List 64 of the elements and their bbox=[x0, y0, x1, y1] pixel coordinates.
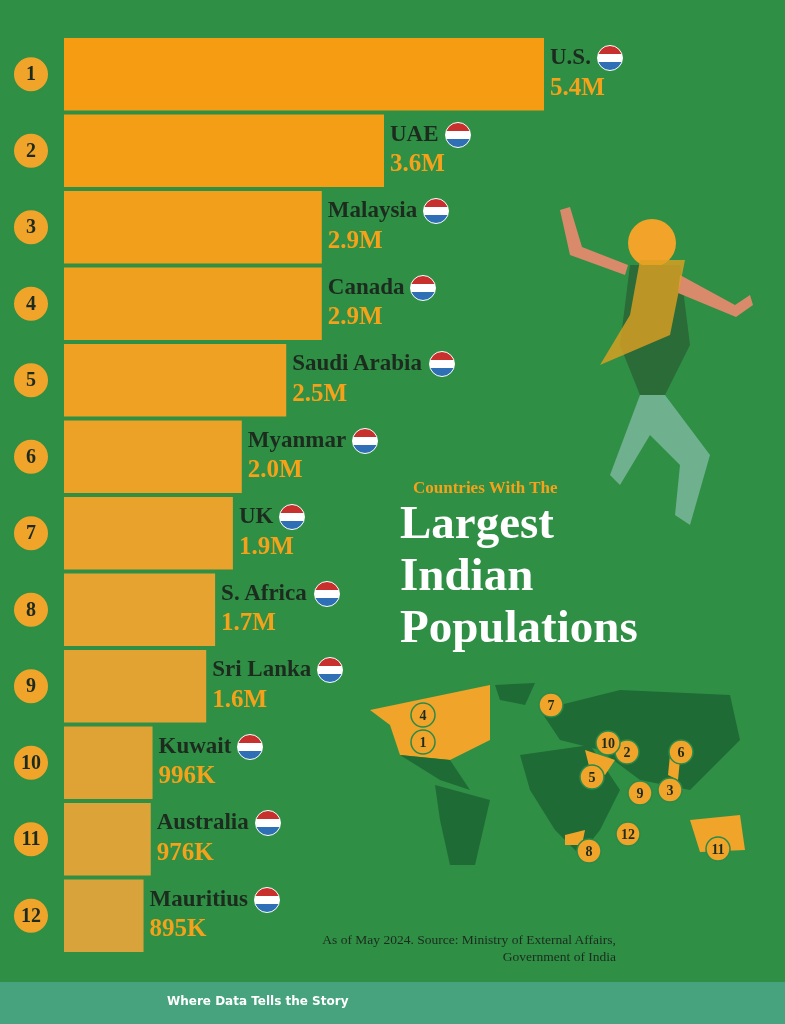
text: 2 bbox=[623, 745, 631, 760]
text: 9 bbox=[636, 786, 644, 801]
bar bbox=[64, 343, 287, 417]
text: 11 bbox=[711, 842, 725, 857]
text: 6 bbox=[677, 745, 685, 760]
text: 5 bbox=[588, 770, 596, 785]
text: 3 bbox=[26, 215, 36, 238]
bar bbox=[64, 190, 322, 264]
text: 7 bbox=[26, 521, 36, 544]
y-tick-label: Saudi Arabia bbox=[292, 350, 423, 376]
bar bbox=[64, 267, 322, 341]
text: 12 bbox=[621, 827, 635, 842]
text: 1 bbox=[26, 62, 36, 85]
bar bbox=[64, 496, 233, 570]
data-label: 895K bbox=[149, 914, 208, 942]
bar bbox=[64, 114, 384, 188]
text: 7 bbox=[547, 698, 555, 713]
data-label: 976K bbox=[156, 837, 215, 865]
y-tick-label: Kuwait bbox=[158, 732, 232, 758]
y-tick-label: Myanmar bbox=[247, 426, 347, 452]
y-tick-label: Malaysia bbox=[327, 197, 418, 223]
bar bbox=[64, 649, 207, 723]
bar bbox=[64, 879, 144, 953]
y-tick-label: Canada bbox=[327, 273, 405, 299]
data-label: 2.9M bbox=[327, 302, 383, 330]
text: 8 bbox=[585, 844, 593, 859]
text: 5 bbox=[26, 368, 36, 391]
data-label: 1.6M bbox=[212, 684, 268, 712]
text: 12 bbox=[21, 903, 41, 926]
text: 10 bbox=[21, 750, 41, 773]
y-tick-label: UAE bbox=[390, 120, 439, 146]
y-tick-label: Mauritius bbox=[149, 885, 248, 911]
data-label: 3.6M bbox=[390, 149, 445, 177]
data-label: 2.9M bbox=[327, 225, 383, 253]
bar bbox=[64, 726, 153, 800]
data-label: 1.9M bbox=[238, 531, 294, 559]
data-label: 996K bbox=[158, 761, 217, 789]
text: 11 bbox=[21, 827, 41, 850]
text: 3 bbox=[666, 783, 674, 798]
y-tick-label: U.S. bbox=[550, 44, 591, 70]
bar bbox=[64, 420, 242, 494]
text: 9 bbox=[26, 674, 36, 697]
text: 2 bbox=[26, 138, 36, 161]
data-label: 5.4M bbox=[550, 72, 605, 100]
data-label: 2.0M bbox=[247, 455, 303, 483]
y-tick-label: S. Africa bbox=[221, 579, 308, 605]
text: 10 bbox=[601, 736, 615, 751]
annotation: As of May 2024. Source: Ministry of External Affairs, Government of India bbox=[321, 931, 616, 965]
bar bbox=[64, 37, 544, 111]
bar bbox=[64, 573, 216, 647]
data-label: 2.5M bbox=[292, 378, 348, 406]
data-label: 1.7M bbox=[221, 608, 276, 636]
text: Where Data Tells the Story bbox=[167, 994, 349, 1008]
text: Countries With The bbox=[413, 478, 558, 498]
y-tick-label: Australia bbox=[156, 809, 250, 835]
annotation: 4 bbox=[419, 708, 427, 723]
y-tick-label: UK bbox=[238, 503, 274, 529]
y-tick-label: Sri Lanka bbox=[212, 656, 312, 682]
text: 4 bbox=[26, 291, 36, 314]
text: 6 bbox=[26, 444, 36, 467]
annotation: 1 bbox=[419, 735, 427, 750]
text: 8 bbox=[26, 597, 36, 620]
text: Largest Indian Populations bbox=[400, 496, 639, 652]
bar bbox=[64, 802, 151, 876]
